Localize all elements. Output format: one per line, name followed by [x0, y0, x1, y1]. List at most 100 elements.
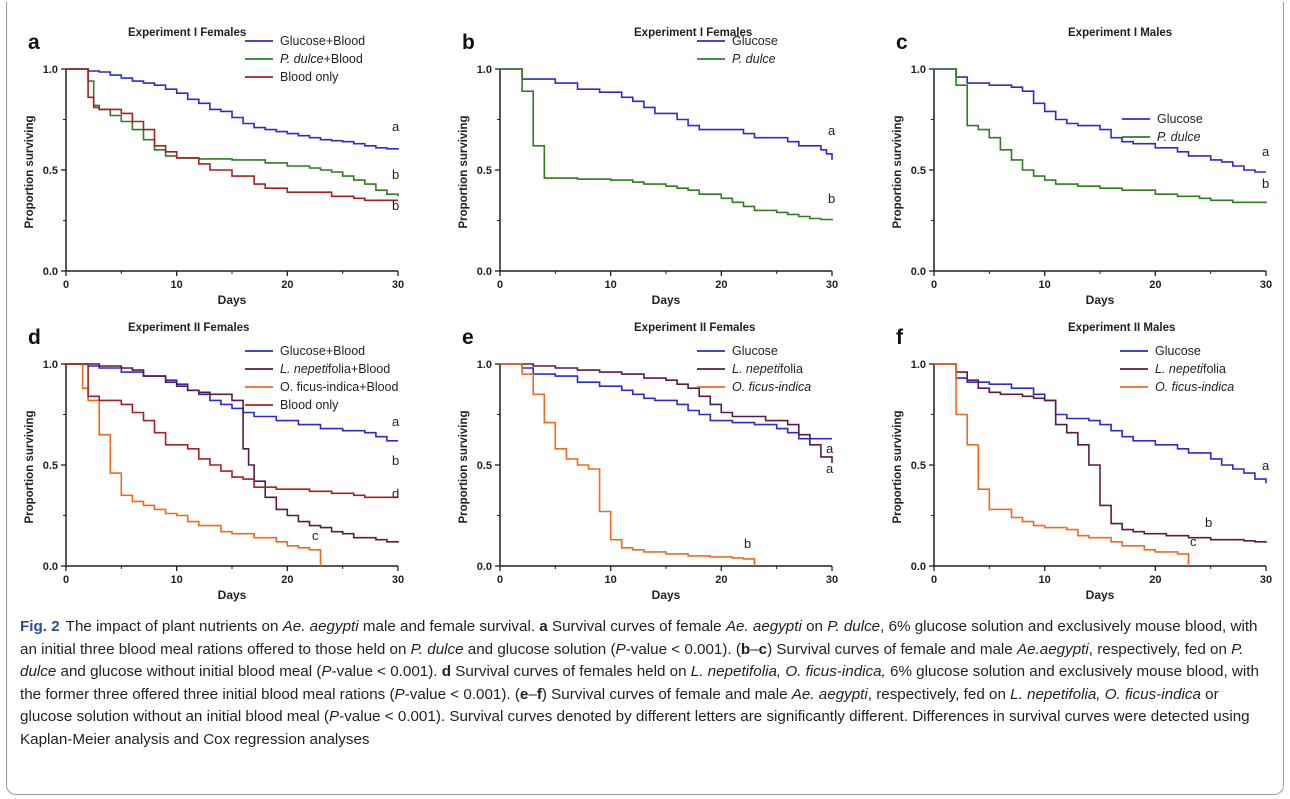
y-axis-label: Proportion surviving [892, 410, 904, 523]
x-axis-label: Days [218, 293, 247, 307]
panel-title: Experiment I Females [128, 27, 246, 39]
survival-curve-green [934, 68, 1267, 204]
survival-curve-purple [500, 363, 833, 463]
legend-label-part: L. nepeti [732, 362, 781, 376]
caption-segment: ) Survival curves of female and male [767, 640, 1017, 658]
legend-label-part: P. dulce [1157, 130, 1201, 144]
legend-label-part: Glucose+Blood [280, 34, 365, 48]
survival-curve-orange [66, 363, 322, 566]
legend-item: L. nepetifolia [697, 362, 803, 376]
survival-curve-blue [934, 363, 1267, 484]
x-tick-label: 10 [605, 574, 617, 586]
caption-segment: -value < 0.001). [331, 663, 442, 680]
panel-title: Experiment II Females [634, 322, 755, 334]
legend-item: P. dulce [697, 52, 776, 66]
panel-title: Experiment I Males [1068, 27, 1172, 39]
panel-letter: a [28, 31, 40, 54]
survival-curve-blue [500, 68, 833, 160]
survival-curve-purple [66, 363, 399, 543]
x-tick-label: 30 [1260, 574, 1272, 586]
legend-label-part: L. nepeti [1155, 362, 1204, 376]
x-tick-label: 10 [605, 279, 617, 291]
x-tick-label: 10 [171, 574, 183, 586]
legend: Glucose L. nepetifolia O. ficus-indica [1120, 344, 1234, 394]
survival-curve-blue [66, 363, 398, 442]
legend-label-part: O. ficus-indica+Blood [280, 380, 399, 394]
legend: Glucose+Blood L. nepetifolia+Blood O. ficu… [245, 344, 399, 412]
legend-label: O. ficus-indica [1155, 380, 1234, 394]
caption-segment: -value < 0.001). Survival curves denoted… [20, 708, 1250, 748]
legend-label: Glucose+Blood [280, 344, 365, 358]
caption-segment: L. nepetifolia, O. ficus-indica, [690, 663, 886, 680]
panel-letter: c [896, 31, 908, 54]
caption-segment: ) Survival curves of female and male [541, 685, 792, 703]
legend-label: Glucose [1157, 112, 1203, 126]
y-axis-label: Proportion surviving [458, 410, 470, 523]
x-axis-label: Days [652, 588, 681, 602]
caption-segment: c [758, 640, 768, 658]
legend-label-part: Glucose [1157, 112, 1203, 126]
caption-segment: -value < 0.001). ( [625, 640, 741, 658]
legend-label: Blood only [280, 398, 339, 412]
legend-label: L. nepetifolia+Blood [280, 362, 390, 376]
caption-segment: Survival curves of female [547, 618, 726, 635]
legend-label-part: folia [1203, 362, 1226, 376]
caption-segment: P [329, 708, 340, 725]
legend-label: L. nepetifolia [732, 362, 803, 376]
caption-segment: P. dulce [827, 618, 881, 635]
figure-caption: Fig. 2 The impact of plant nutrients on A… [20, 616, 1272, 751]
y-tick-label: 0.0 [911, 266, 926, 278]
significance-letter: a [826, 441, 834, 456]
x-tick-label: 20 [281, 279, 293, 291]
caption-segment: – [750, 640, 759, 658]
legend-item: L. nepetifolia+Blood [245, 362, 390, 376]
survival-curve-purple [934, 363, 1267, 543]
survival-curve-green [66, 68, 399, 197]
y-tick-label: 0.5 [477, 460, 492, 472]
y-tick-label: 0.0 [911, 561, 926, 573]
caption-segment: P [394, 685, 405, 703]
panel-a: a Experiment I Females 0.0 0.5 1.0 0 10 20 30 Day… [24, 27, 404, 307]
survival-curve-orange [934, 363, 1190, 566]
survival-curve-red [66, 363, 398, 499]
panel-title: Experiment I Females [634, 27, 752, 39]
caption-segment: P. dulce [410, 640, 464, 658]
x-axis-label: Days [1086, 588, 1115, 602]
caption-segment: 6% glucose solution and exclusively mous… [20, 663, 1259, 703]
legend-label: O. ficus-indica+Blood [280, 380, 399, 394]
legend-item: P. dulce [1122, 130, 1201, 144]
x-tick-label: 10 [171, 279, 183, 291]
y-tick-label: 0.0 [43, 561, 58, 573]
figure-label: Fig. 2 [20, 618, 60, 635]
caption-segment: Ae. aegypti [725, 618, 802, 635]
significance-letter: b [828, 191, 835, 206]
x-tick-label: 30 [826, 279, 838, 291]
y-axis-label: Proportion surviving [24, 115, 36, 228]
y-tick-label: 1.0 [477, 359, 492, 371]
figure-frame [6, 2, 1284, 795]
x-tick-label: 0 [63, 279, 69, 291]
legend-label-part: folia+Blood [328, 362, 390, 376]
y-tick-label: 0.5 [43, 460, 58, 472]
legend-label-part: L. nepeti [280, 362, 329, 376]
legend-item: Glucose [1122, 112, 1203, 126]
legend-label-part: P. dulce [732, 52, 776, 66]
y-tick-label: 1.0 [43, 359, 58, 371]
legend-item: Blood only [245, 398, 339, 412]
caption-segment: Ae. aegypti [791, 685, 868, 703]
significance-letter: a [826, 461, 834, 476]
panel-title: Experiment II Females [128, 322, 249, 334]
caption-segment: or glucose solution without an initial b… [20, 685, 1219, 726]
legend-label-part: Glucose [732, 34, 778, 48]
legend-label-part: O. ficus-indica [1155, 380, 1234, 394]
legend-label: Glucose+Blood [280, 34, 365, 48]
significance-letter: b [1262, 176, 1269, 191]
x-tick-label: 0 [63, 574, 69, 586]
legend-label-part: Glucose+Blood [280, 344, 365, 358]
caption-text: The impact of plant nutrients on Ae. aeg… [20, 618, 1259, 748]
caption-segment: b [740, 640, 751, 658]
legend: Glucose P. dulce [1122, 112, 1203, 144]
significance-letter: a [392, 414, 400, 429]
caption-segment: and glucose solution ( [463, 640, 616, 658]
legend-item: P. dulce+Blood [245, 52, 363, 66]
